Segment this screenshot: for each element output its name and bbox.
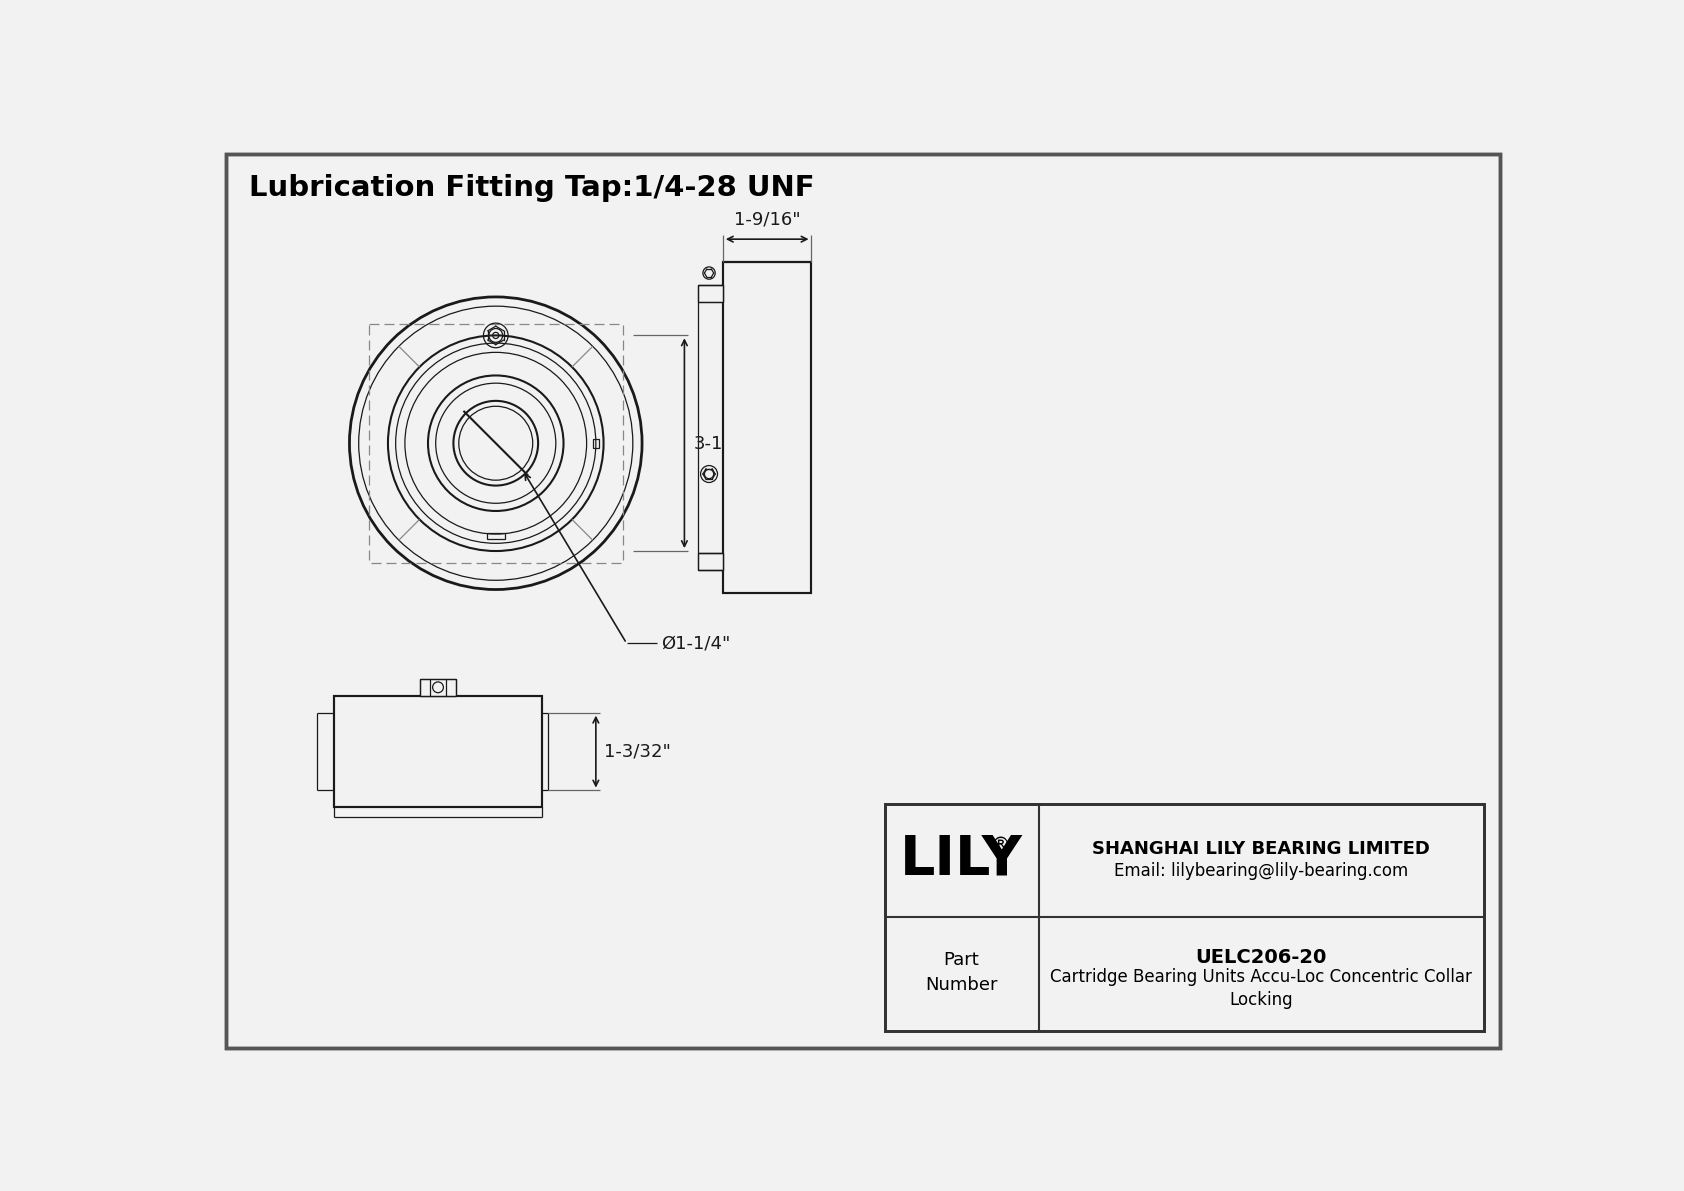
Text: ®: ® — [990, 836, 1010, 855]
Text: UELC206-20: UELC206-20 — [1196, 948, 1327, 967]
Text: Email: lilybearing@lily-bearing.com: Email: lilybearing@lily-bearing.com — [1115, 861, 1408, 880]
Bar — [419, 679, 456, 696]
Bar — [722, 262, 812, 593]
Bar — [593, 438, 600, 448]
Text: Cartridge Bearing Units Accu-Loc Concentric Collar
Locking: Cartridge Bearing Units Accu-Loc Concent… — [1051, 967, 1472, 1009]
Text: LILY: LILY — [901, 833, 1024, 887]
Bar — [419, 679, 456, 696]
Text: SHANGHAI LILY BEARING LIMITED: SHANGHAI LILY BEARING LIMITED — [1093, 840, 1430, 858]
Bar — [699, 286, 722, 303]
Text: Lubrication Fitting Tap:1/4-28 UNF: Lubrication Fitting Tap:1/4-28 UNF — [249, 174, 815, 201]
Text: 3-1/2": 3-1/2" — [694, 435, 749, 453]
Bar — [722, 262, 812, 593]
Bar — [333, 696, 542, 807]
Text: Ø1-1/4": Ø1-1/4" — [662, 635, 731, 653]
Text: 1-9/16": 1-9/16" — [734, 211, 800, 229]
Bar — [884, 804, 1484, 1030]
Text: 1-3/32": 1-3/32" — [603, 743, 670, 761]
Bar — [369, 324, 623, 562]
Bar — [487, 532, 505, 538]
Bar — [699, 286, 722, 303]
Bar — [333, 696, 542, 807]
Bar — [699, 554, 722, 570]
Bar — [884, 804, 1484, 1030]
Text: Part
Number: Part Number — [926, 952, 999, 994]
Bar — [699, 554, 722, 570]
